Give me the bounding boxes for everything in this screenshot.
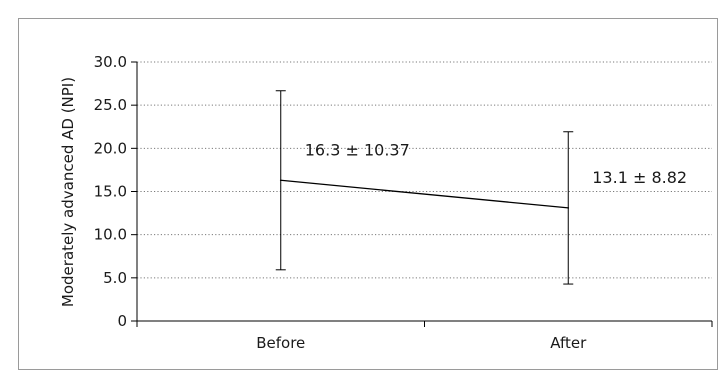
y-tick-label: 25.0 [94, 96, 127, 114]
y-tick-label: 5.0 [103, 269, 127, 287]
y-tick-label: 30.0 [94, 53, 127, 71]
axes [136, 62, 712, 322]
chart-frame [18, 18, 718, 370]
y-tick-label: 15.0 [94, 183, 127, 201]
data-label: 13.1 ± 8.82 [592, 168, 687, 187]
series-line [280, 179, 569, 209]
series-lines [279, 179, 570, 209]
gridlines [137, 61, 712, 279]
error-bars [275, 90, 574, 285]
y-tick-label: 0 [117, 312, 127, 330]
x-ticks: Before After [136, 321, 713, 352]
y-axis-title: Moderately advanced AD (NPI) [59, 77, 77, 307]
y-tick-label: 10.0 [94, 226, 127, 244]
x-tick-label: Before [256, 334, 305, 352]
data-label: 16.3 ± 10.37 [305, 140, 410, 159]
y-ticks: 0 5.0 10.0 15.0 20.0 25.0 30.0 [94, 53, 137, 330]
data-labels: 16.3 ± 10.37 13.1 ± 8.82 [305, 140, 687, 187]
y-tick-label: 20.0 [94, 139, 127, 157]
x-tick-label: After [550, 334, 587, 352]
